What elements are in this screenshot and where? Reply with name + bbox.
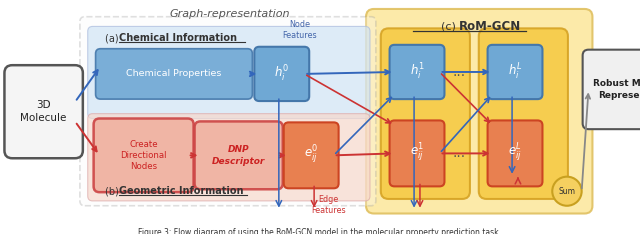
Text: Create
Directional
Nodes: Create Directional Nodes bbox=[120, 140, 167, 171]
FancyBboxPatch shape bbox=[93, 118, 193, 192]
FancyBboxPatch shape bbox=[254, 47, 309, 101]
Text: Robust Molecular
Representation: Robust Molecular Representation bbox=[593, 79, 640, 100]
Text: 3D
Molecule: 3D Molecule bbox=[20, 100, 67, 123]
Text: Geometric Information: Geometric Information bbox=[119, 186, 244, 196]
Text: (a): (a) bbox=[106, 33, 122, 43]
Text: (c): (c) bbox=[441, 21, 459, 31]
Text: $h_i^0$: $h_i^0$ bbox=[275, 64, 289, 84]
FancyBboxPatch shape bbox=[80, 17, 376, 206]
Text: DNP
Descriptor: DNP Descriptor bbox=[212, 145, 266, 166]
Text: Node
Features: Node Features bbox=[282, 20, 317, 40]
FancyBboxPatch shape bbox=[381, 28, 470, 199]
FancyBboxPatch shape bbox=[390, 45, 444, 99]
FancyBboxPatch shape bbox=[4, 65, 83, 158]
FancyBboxPatch shape bbox=[488, 45, 543, 99]
Text: Chemical Properties: Chemical Properties bbox=[126, 69, 221, 78]
Text: Graph-representation: Graph-representation bbox=[170, 9, 290, 19]
Text: $h_i^L$: $h_i^L$ bbox=[508, 62, 522, 82]
FancyBboxPatch shape bbox=[284, 122, 339, 188]
FancyBboxPatch shape bbox=[479, 28, 568, 199]
Text: $e_{ij}^0$: $e_{ij}^0$ bbox=[304, 144, 318, 166]
Text: Sum: Sum bbox=[559, 187, 575, 196]
Circle shape bbox=[552, 177, 582, 206]
FancyBboxPatch shape bbox=[195, 121, 283, 189]
Text: $h_i^1$: $h_i^1$ bbox=[410, 62, 424, 82]
Text: Edge
Features: Edge Features bbox=[312, 195, 346, 215]
Text: $e_{ij}^1$: $e_{ij}^1$ bbox=[410, 142, 424, 165]
FancyBboxPatch shape bbox=[366, 9, 593, 213]
FancyBboxPatch shape bbox=[95, 49, 252, 99]
Text: Figure 3: Flow diagram of using the RoM-GCN model in the molecular property pred: Figure 3: Flow diagram of using the RoM-… bbox=[138, 228, 502, 234]
FancyBboxPatch shape bbox=[582, 50, 640, 129]
FancyBboxPatch shape bbox=[88, 26, 370, 118]
Text: RoM-GCN: RoM-GCN bbox=[459, 20, 522, 33]
FancyBboxPatch shape bbox=[390, 121, 444, 186]
Text: ...: ... bbox=[452, 146, 466, 160]
FancyBboxPatch shape bbox=[88, 114, 370, 201]
Text: Chemical Information: Chemical Information bbox=[119, 33, 237, 43]
Text: $e_{ij}^L$: $e_{ij}^L$ bbox=[508, 142, 522, 165]
Text: ...: ... bbox=[452, 65, 466, 79]
FancyBboxPatch shape bbox=[488, 121, 543, 186]
Text: (b): (b) bbox=[106, 186, 122, 196]
